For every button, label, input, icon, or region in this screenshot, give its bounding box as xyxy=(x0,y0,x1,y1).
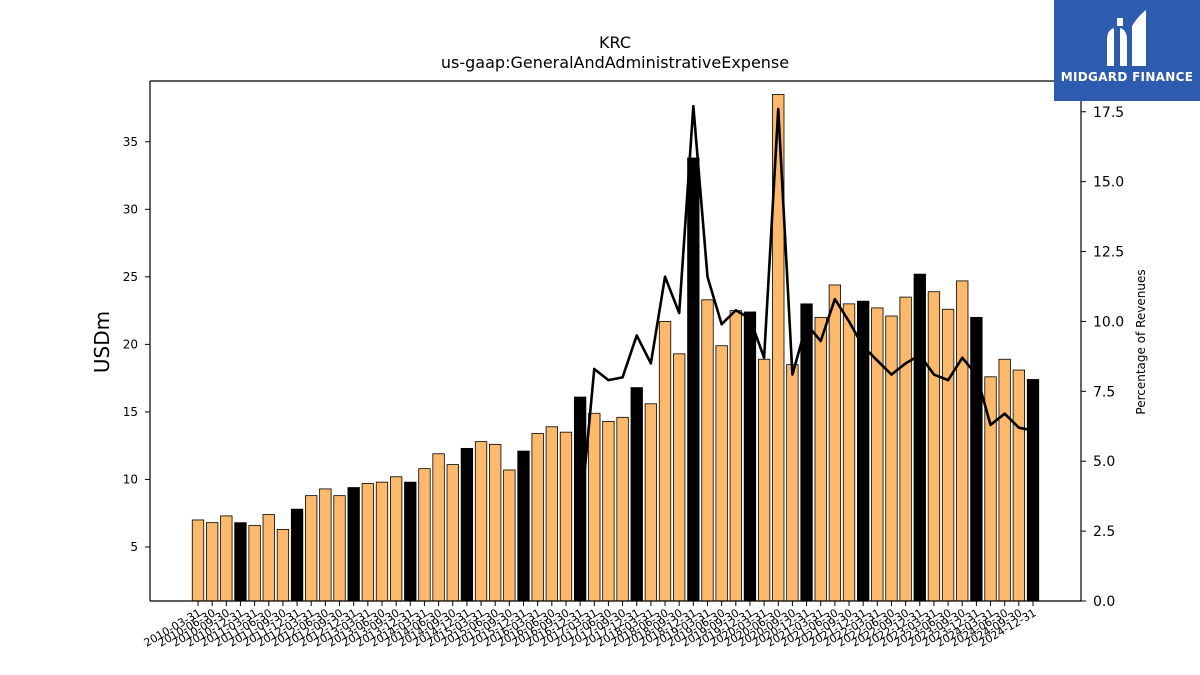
bar-2012-06-30 xyxy=(319,488,332,602)
bar-2017-06-30 xyxy=(602,420,615,602)
bar-2016-06-30 xyxy=(545,426,558,602)
bar-2010-12-31 xyxy=(234,522,247,602)
bar-2018-12-31 xyxy=(687,157,700,602)
bar-2020-12-31 xyxy=(800,303,813,602)
bar-2023-09-30 xyxy=(956,280,969,602)
bar-2020-03-31 xyxy=(757,358,771,602)
bar-2016-12-31 xyxy=(573,396,587,602)
bar-2023-03-31 xyxy=(927,291,941,602)
bar-2021-06-30 xyxy=(828,284,842,602)
bar-2011-06-30 xyxy=(262,514,275,602)
y2-tick-label-0.0: 0.0 xyxy=(1093,594,1115,610)
bar-2016-03-31 xyxy=(531,433,544,602)
bar-2010-03-31 xyxy=(191,519,205,602)
y2-tick-label-2.5: 2.5 xyxy=(1093,524,1115,540)
bar-2012-09-30 xyxy=(333,495,346,602)
bar-2022-06-30 xyxy=(885,315,898,602)
bar-2014-03-31 xyxy=(418,468,431,602)
bar-2024-06-30 xyxy=(998,358,1011,602)
y-tick-label-30: 30 xyxy=(123,202,138,216)
bar-2021-09-30 xyxy=(842,303,856,602)
bar-2023-06-30 xyxy=(941,308,955,602)
bar-2022-12-31 xyxy=(913,273,926,602)
bar-2012-12-31 xyxy=(347,487,360,602)
bar-2014-09-30 xyxy=(446,464,459,602)
bar-2011-12-31 xyxy=(290,508,304,602)
bar-2019-09-30 xyxy=(729,310,742,602)
bar-2011-03-31 xyxy=(248,524,261,602)
bar-2024-12-31 xyxy=(1026,379,1040,602)
y-tick-label-15: 15 xyxy=(123,405,138,419)
bar-2021-03-31 xyxy=(814,316,827,602)
y-tick-label-35: 35 xyxy=(123,135,138,149)
percentage-line xyxy=(578,104,1034,521)
y-tick-label-10: 10 xyxy=(123,472,138,486)
bar-2011-09-30 xyxy=(276,529,290,602)
chart-subtitle: us-gaap:GeneralAndAdministrativeExpense xyxy=(441,53,789,72)
chart-title: KRC xyxy=(599,33,631,52)
bar-2017-09-30 xyxy=(616,416,629,602)
y2-tick-label-15.0: 15.0 xyxy=(1093,175,1124,191)
y2-tick-label-7.5: 7.5 xyxy=(1093,384,1115,400)
bar-2019-12-31 xyxy=(743,311,757,602)
bar-2020-09-30 xyxy=(786,364,799,602)
m-logo-icon xyxy=(1107,10,1146,66)
bar-2015-09-30 xyxy=(503,469,516,602)
bar-2015-06-30 xyxy=(489,443,502,602)
bar-2018-06-30 xyxy=(658,321,672,602)
y2-tick-label-10.0: 10.0 xyxy=(1093,314,1124,330)
bar-2018-09-30 xyxy=(673,353,686,602)
bar-2022-03-31 xyxy=(871,307,884,602)
y-tick-label-20: 20 xyxy=(123,337,138,351)
bar-2022-09-30 xyxy=(899,296,912,602)
bar-2015-12-31 xyxy=(517,450,530,602)
bar-2014-06-30 xyxy=(432,453,445,602)
bar-2017-03-31 xyxy=(588,412,601,602)
y2-axis-label: Percentage of Revenues xyxy=(1134,269,1148,414)
bar-2014-12-31 xyxy=(460,447,474,602)
y-axis-label: USDm xyxy=(90,311,114,373)
bar-2012-03-31 xyxy=(305,495,318,602)
bar-2019-06-30 xyxy=(715,345,728,602)
y2-tick-label-12.5: 12.5 xyxy=(1093,245,1124,261)
logo-text: MIDGARD FINANCE xyxy=(1060,70,1194,84)
plot-area: 5 10 15 20 25 30 35 0.0 2.5 5.0 7.5 10.0 12.5 15.0 17.… xyxy=(123,80,1124,650)
bar-2017-12-31 xyxy=(630,387,643,602)
bar-2013-03-31 xyxy=(361,483,374,602)
bar-2016-09-30 xyxy=(559,431,573,602)
bar-2015-03-31 xyxy=(474,441,488,602)
bar-2010-06-30 xyxy=(205,522,219,602)
bar-2023-12-31 xyxy=(970,316,983,602)
bar-2010-09-30 xyxy=(220,515,233,602)
y2-tick-label-5.0: 5.0 xyxy=(1093,454,1115,470)
y-tick-label-5: 5 xyxy=(130,540,138,554)
y2-tick-label-17.5: 17.5 xyxy=(1093,105,1124,121)
bar-2018-03-31 xyxy=(644,403,658,602)
bar-2013-12-31 xyxy=(404,481,417,602)
bar-2013-09-30 xyxy=(389,476,403,602)
bar-2019-03-31 xyxy=(701,299,714,602)
bar-2013-06-30 xyxy=(375,481,389,602)
midgard-finance-logo: MIDGARD FINANCE xyxy=(1054,0,1200,101)
bar-2024-09-30 xyxy=(1012,369,1025,602)
y-tick-label-25: 25 xyxy=(123,270,138,284)
